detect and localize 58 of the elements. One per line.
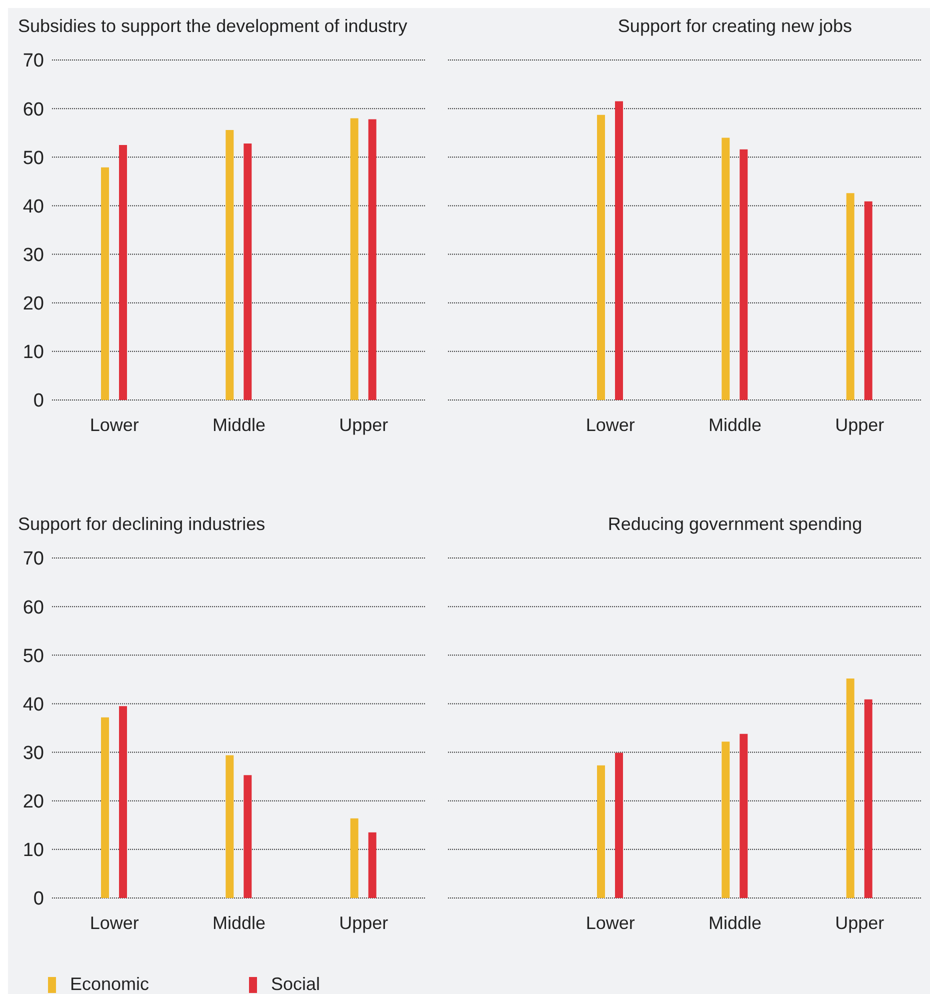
x-tick-label: Lower — [586, 414, 635, 435]
bar — [722, 742, 730, 898]
y-tick-label: 50 — [22, 646, 44, 667]
bar — [119, 145, 127, 400]
x-tick-label: Upper — [339, 414, 388, 435]
y-tick-label: 20 — [22, 792, 44, 813]
x-tick-label: Middle — [708, 414, 762, 435]
x-tick-label: Middle — [708, 912, 762, 933]
bar — [350, 818, 358, 898]
legend-label: Economic — [70, 974, 150, 994]
bar — [846, 678, 854, 898]
bar — [368, 832, 376, 898]
y-tick-label: 0 — [33, 390, 44, 412]
y-tick-label: 0 — [33, 888, 44, 910]
y-tick-label: 70 — [22, 548, 44, 570]
bar — [244, 144, 252, 400]
bar — [864, 201, 872, 400]
chart-title: Support for declining industries — [18, 513, 266, 536]
y-tick-label: 70 — [22, 50, 44, 72]
y-tick-label: 60 — [22, 99, 44, 120]
bar — [615, 752, 623, 898]
bar — [615, 101, 623, 400]
x-tick-label: Upper — [339, 912, 388, 933]
bar — [740, 149, 748, 400]
y-tick-label: 20 — [22, 294, 44, 315]
y-tick-label: 60 — [22, 597, 44, 618]
x-tick-label: Middle — [212, 414, 266, 435]
x-tick-label: Upper — [835, 414, 884, 435]
chart-title: Support for creating new jobs — [616, 15, 854, 38]
x-tick-label: Upper — [835, 912, 884, 933]
y-tick-label: 50 — [22, 148, 44, 169]
bar — [101, 167, 109, 400]
x-tick-label: Lower — [90, 912, 139, 933]
bar — [722, 138, 730, 400]
y-tick-label: 10 — [22, 840, 44, 862]
y-tick-label: 10 — [22, 342, 44, 364]
bar — [226, 130, 234, 400]
bar — [740, 734, 748, 898]
bar — [864, 699, 872, 898]
y-tick-label: 40 — [22, 694, 44, 716]
chart-title: Subsidies to support the development of industry — [18, 15, 408, 38]
y-tick-label: 30 — [22, 743, 44, 764]
x-tick-label: Lower — [586, 912, 635, 933]
bar — [244, 775, 252, 898]
bar — [597, 114, 605, 400]
x-tick-label: Middle — [212, 912, 266, 933]
bar — [226, 755, 234, 898]
y-tick-label: 40 — [22, 196, 44, 218]
bar — [119, 706, 127, 898]
chart-title: Reducing government spending — [606, 513, 864, 536]
bar — [597, 765, 605, 898]
bar — [101, 717, 109, 898]
bar — [368, 119, 376, 400]
y-tick-label: 30 — [22, 245, 44, 266]
bar — [350, 118, 358, 400]
legend-label: Social — [271, 974, 320, 994]
x-tick-label: Lower — [90, 414, 139, 435]
bar — [846, 193, 854, 400]
